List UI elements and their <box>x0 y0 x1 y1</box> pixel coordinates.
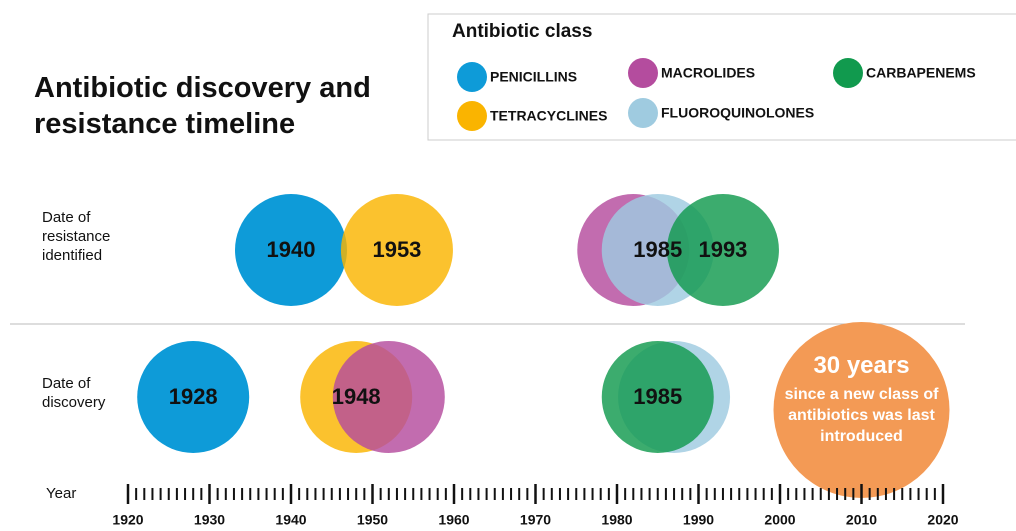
bubble-label: 1985 <box>633 237 682 262</box>
bubble <box>235 194 347 306</box>
legend-label: FLUOROQUINOLONES <box>661 105 814 121</box>
legend-swatch <box>628 98 658 128</box>
x-tick-label: 2000 <box>764 512 795 528</box>
bubble-label: 1993 <box>698 237 747 262</box>
annotation-text: since a new class of antibiotics was las… <box>784 386 939 445</box>
bubble <box>137 341 250 453</box>
x-tick-label: 1930 <box>194 512 225 528</box>
bubble-label: 1953 <box>372 237 421 262</box>
legend-swatch <box>457 101 487 131</box>
x-tick-label: 1920 <box>112 512 143 528</box>
bubble <box>666 194 779 306</box>
legend-label: CARBAPENEMS <box>866 65 976 81</box>
bubble-label: 1948 <box>332 384 381 409</box>
legend-swatch <box>628 58 658 88</box>
x-tick-label: 1970 <box>520 512 551 528</box>
bubble-label: 1985 <box>633 384 682 409</box>
legend-swatch <box>833 58 863 88</box>
chart-title: Antibiotic discovery and resistance time… <box>34 72 371 140</box>
bubble-label: 1928 <box>169 384 218 409</box>
legend-label: PENICILLINS <box>490 69 577 85</box>
annotation-title: 30 years <box>813 352 910 379</box>
x-tick-label: 1980 <box>601 512 632 528</box>
bubble-label: 1940 <box>267 237 316 262</box>
legend-title: Antibiotic class <box>452 21 592 42</box>
bubble <box>332 341 445 453</box>
annotation-circle <box>773 322 950 498</box>
bubble <box>340 194 453 306</box>
x-tick-label: 2010 <box>846 512 877 528</box>
row-label: Date of resistance identified <box>42 209 111 264</box>
legend-box <box>427 13 1016 141</box>
row-label: Date of discovery <box>42 375 106 411</box>
x-tick-label: 1940 <box>275 512 306 528</box>
legend-swatch <box>457 62 487 92</box>
x-tick-label: 2020 <box>927 512 958 528</box>
legend-label: TETRACYCLINES <box>490 108 607 124</box>
legend-label: MACROLIDES <box>661 65 755 81</box>
bubble <box>601 341 714 453</box>
x-tick-label: 1960 <box>438 512 469 528</box>
x-tick-label: 1950 <box>357 512 388 528</box>
x-axis-label: Year <box>46 485 76 502</box>
x-tick-label: 1990 <box>683 512 714 528</box>
